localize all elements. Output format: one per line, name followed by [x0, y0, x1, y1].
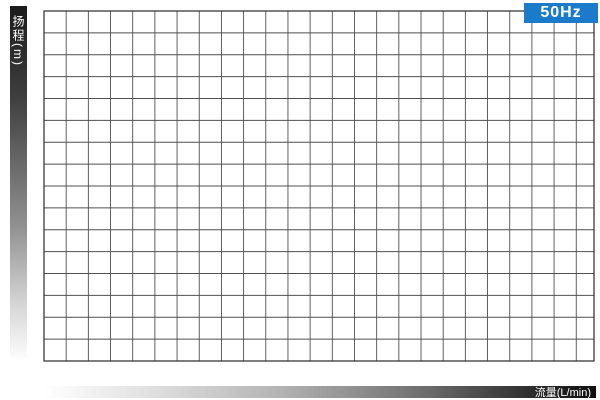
- plot-border: [43, 10, 595, 362]
- flow-axis-bar: 流量(L/min): [44, 386, 596, 399]
- head-axis-label: 扬程(m): [11, 15, 25, 67]
- flow-axis-label: 流量(L/min): [534, 387, 591, 399]
- frequency-badge: 50Hz: [524, 3, 598, 23]
- head-axis-bar: 扬程(m): [10, 6, 27, 358]
